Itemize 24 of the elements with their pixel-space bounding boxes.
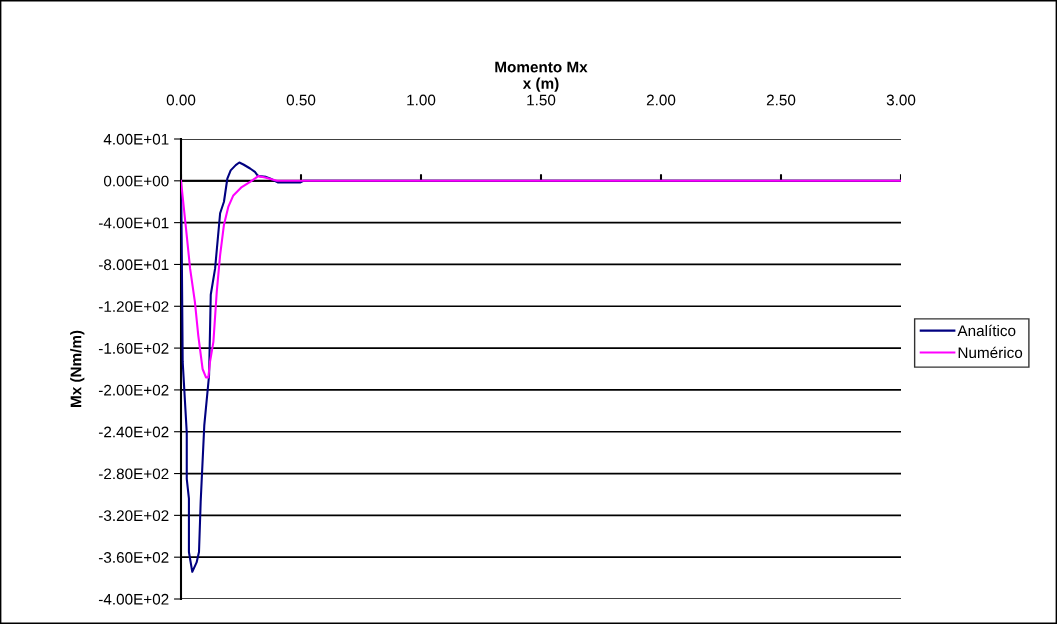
y-tick-label: 0.00E+00	[103, 175, 169, 187]
x-tick-label: 1.50	[527, 94, 556, 106]
y-tick-label: -1.60E+02	[98, 342, 169, 354]
y-tick-label: -8.00E+01	[98, 259, 169, 271]
x-tick-label: 2.50	[766, 94, 796, 106]
x-tick-label: 2.00	[646, 94, 676, 106]
legend-label: Numérico	[958, 346, 1023, 359]
y-axis-title: Mx (Nm/m)	[70, 330, 85, 408]
y-tick-label: -4.00E+01	[98, 217, 169, 229]
x-tick-label: 1.00	[407, 94, 436, 106]
y-tick-label: 4.00E+01	[103, 133, 169, 145]
x-tick-label: 3.00	[886, 94, 916, 106]
y-tick-label: -2.40E+02	[98, 426, 169, 438]
x-axis-title: x (m)	[522, 77, 559, 92]
x-tick-label: 0.00	[166, 94, 196, 106]
y-tick-label: -4.00E+02	[98, 593, 169, 605]
y-tick-label: -3.20E+02	[98, 510, 169, 522]
legend-label: Analítico	[957, 324, 1016, 337]
chart-title: Momento Mx	[495, 61, 588, 73]
y-tick-label: -2.80E+02	[98, 468, 169, 480]
y-tick-label: -2.00E+02	[98, 384, 169, 396]
y-tick-label: -1.20E+02	[98, 301, 169, 312]
x-tick-label: 0.50	[286, 94, 316, 106]
y-tick-label: -3.60E+02	[98, 552, 169, 563]
